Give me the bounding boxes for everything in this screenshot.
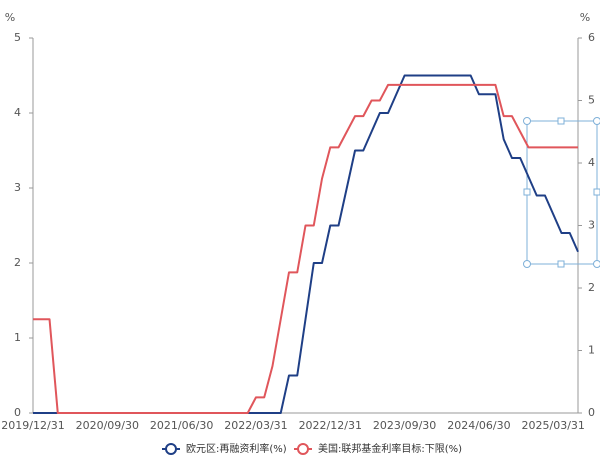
y-tick-label: 3: [14, 181, 21, 194]
y2-tick-label: 2: [588, 281, 595, 294]
handle[interactable]: [558, 261, 564, 267]
y2-tick-label: 5: [588, 94, 595, 107]
y-axis-label: %: [5, 11, 15, 24]
x-tick-label: 2022/03/31: [224, 419, 287, 432]
legend-item[interactable]: 欧元区:再融资利率(%): [162, 442, 287, 455]
y2-tick-label: 1: [588, 344, 595, 357]
y2-tick-label: 6: [588, 31, 595, 44]
x-tick-label: 2020/09/30: [76, 419, 139, 432]
y-tick-label: 5: [14, 31, 21, 44]
legend-marker: [166, 444, 176, 454]
y2-tick-label: 3: [588, 219, 595, 232]
handle[interactable]: [524, 189, 530, 195]
legend-item[interactable]: 美国:联邦基金利率目标:下限(%): [294, 442, 462, 455]
y-tick-label: 2: [14, 256, 21, 269]
y-tick-label: 0: [14, 406, 21, 419]
legend-label: 美国:联邦基金利率目标:下限(%): [318, 442, 462, 455]
x-tick-label: 2023/09/30: [373, 419, 436, 432]
x-tick-label: 2024/06/30: [447, 419, 510, 432]
handle[interactable]: [524, 261, 531, 268]
handle[interactable]: [594, 118, 600, 125]
handle[interactable]: [558, 118, 564, 124]
y2-axis-label: %: [580, 11, 590, 24]
x-tick-label: 2019/12/31: [1, 419, 64, 432]
legend-label: 欧元区:再融资利率(%): [186, 442, 287, 455]
y-tick-label: 4: [14, 106, 21, 119]
series-line: [33, 76, 578, 414]
handle[interactable]: [594, 261, 600, 268]
handle[interactable]: [594, 189, 600, 195]
y-tick-label: 1: [14, 331, 21, 344]
x-tick-label: 2022/12/31: [299, 419, 362, 432]
series-line: [33, 85, 578, 413]
selection-rect: [527, 121, 597, 264]
y2-tick-label: 4: [588, 156, 595, 169]
x-tick-label: 2021/06/30: [150, 419, 213, 432]
handle[interactable]: [524, 118, 531, 125]
y2-tick-label: 0: [588, 406, 595, 419]
x-tick-label: 2025/03/31: [522, 419, 585, 432]
legend-marker: [298, 444, 308, 454]
